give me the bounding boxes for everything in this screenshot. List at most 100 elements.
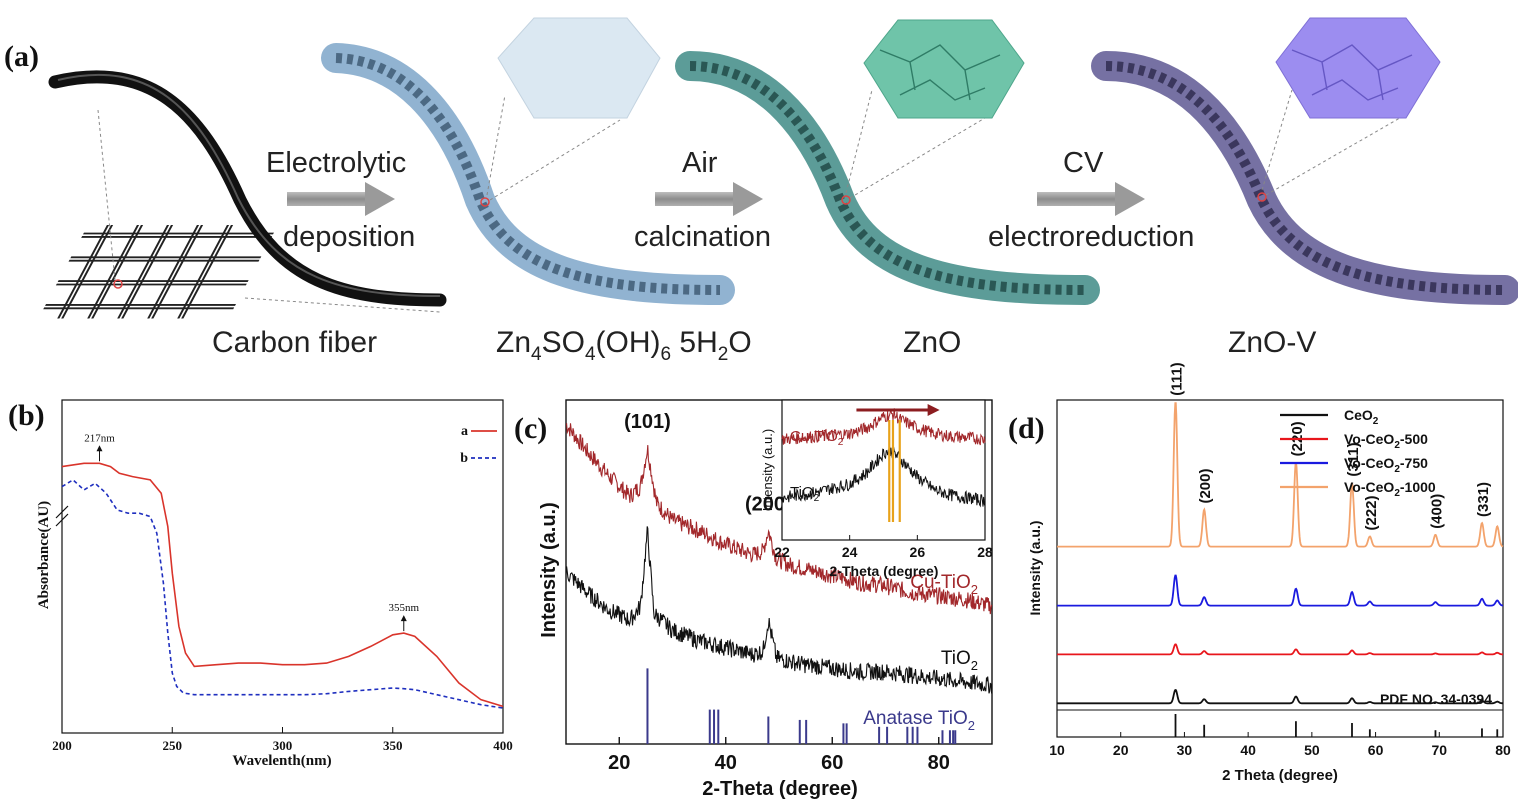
carbon-fiber-label: Carbon fiber <box>212 326 377 359</box>
panel-c-series-cu-tio2 <box>565 423 993 615</box>
inset-x-tick-label: 22 <box>774 544 790 560</box>
panel-b-annotation-arrowhead <box>400 615 407 622</box>
znov-coated-fiber-texture <box>1105 61 1506 295</box>
panel-b-label: (b) <box>8 399 45 432</box>
panel-b-axis-break <box>55 505 69 527</box>
panel-d-legend: CeO2 Vo-CeO2-500 Vo-CeO2-750 Vo-CeO2-1000 <box>1280 407 1436 499</box>
panel-d-series-1 <box>1057 643 1503 656</box>
panel-d-x-tick-label: 20 <box>1113 742 1129 758</box>
panel-d-peak-label: (331) <box>1475 482 1492 517</box>
inset-x-ticks: 22 24 26 28 <box>774 535 993 560</box>
panel-d-x-tick-label: 40 <box>1240 742 1256 758</box>
panel-b-x-tick-label: 350 <box>383 738 403 753</box>
panel-c-peak-label: (101) <box>624 411 671 433</box>
panel-c-label: (c) <box>514 412 547 445</box>
step3-line2: electroreduction <box>988 221 1194 253</box>
panel-b-annotation-arrowhead <box>96 445 103 452</box>
zhs-formula-label: Zn4SO4(OH)6 5H2O <box>496 326 752 365</box>
panel-d-peak-labels: (111)(200)(220)(311)(222) (400) (331) <box>1169 362 1492 530</box>
inset-x-tick-label: 28 <box>977 544 993 560</box>
step2-line1: Air <box>682 147 718 179</box>
inset-markers: Cu-TiO2 TiO2 <box>790 404 940 522</box>
panel-c-series <box>565 423 993 694</box>
zoom-guide <box>849 114 991 199</box>
panel-d-peak-label: (222) <box>1363 495 1380 530</box>
inset-x-tick-label: 24 <box>842 544 858 560</box>
inset-x-axis-label: 2-Theta (degree) <box>830 563 939 579</box>
panel-d-reference-lines <box>1174 714 1499 737</box>
process-arrow-1 <box>287 182 395 216</box>
zoom-guide <box>845 89 873 194</box>
panel-c-peak-label: (200) <box>745 494 792 516</box>
panel-d-reference-label: PDF NO. 34-0394 <box>1380 691 1492 707</box>
carbon-fiber-highlight <box>57 73 441 297</box>
panel-c-labels: (101) (200) Cu-TiO2 TiO2 Anatase TiO2 <box>624 411 978 733</box>
zhs-highlight <box>480 197 490 207</box>
panel-c-inset: 22 24 26 28 Cu-TiO2 TiO2 2-Theta (degree) In… <box>760 399 993 579</box>
panel-d-series <box>1057 402 1504 705</box>
zno-label: ZnO <box>903 326 961 359</box>
panel-b-legend: ab <box>460 424 497 466</box>
panel-c-series-label: Cu-TiO2 <box>910 572 978 597</box>
panel-c: (c) 20 40 60 80 (101) (200) Cu-TiO2 TiO2 Anatas… <box>514 399 993 800</box>
inset-plot-frame <box>781 399 986 541</box>
panel-c-x-tick-label: 20 <box>608 752 630 774</box>
panel-d-peak-label: (400) <box>1428 494 1445 529</box>
panel-d-x-axis-label: 2 Theta (degree) <box>1222 767 1338 784</box>
panel-d: (d) 10 20 30 40 50 60 70 80 (111)(200)(220)(311… <box>1008 362 1511 784</box>
zoom-guide <box>97 109 116 281</box>
panel-d-legend-label: Vo-CeO2-500 <box>1344 431 1428 451</box>
panel-d-x-tick-label: 80 <box>1495 742 1511 758</box>
panel-b-series-b <box>61 478 504 709</box>
inset-series-label: Cu-TiO2 <box>790 428 844 448</box>
carbon-grid-highlight <box>113 279 123 289</box>
panel-c-y-axis-label: Intensity (a.u.) <box>538 502 560 638</box>
panel-b: (b) 200 250 300 350 400 217nm 355nm ab Wavele… <box>8 399 513 769</box>
zoom-guide <box>489 119 621 201</box>
panel-b-plot-frame <box>61 399 504 734</box>
znov-hexagon-cracks <box>1291 44 1413 101</box>
zoom-guide <box>244 297 441 313</box>
step2-line2: calcination <box>634 221 771 253</box>
panel-d-x-tick-label: 70 <box>1431 742 1447 758</box>
inset-x-tick-label: 26 <box>910 544 926 560</box>
panel-d-plot-frame <box>1056 399 1504 738</box>
panel-c-series-label: TiO2 <box>941 648 978 673</box>
panel-b-series-a <box>61 462 504 708</box>
carbon-cloth-grid <box>43 225 274 319</box>
zhs-coated-fiber-texture <box>335 53 721 295</box>
panel-d-y-axis-label: Intensity (a.u.) <box>1027 521 1043 616</box>
panel-b-series <box>61 462 504 709</box>
panel-b-annotation-label: 355nm <box>388 602 419 614</box>
panel-d-legend-label: Vo-CeO2-1000 <box>1344 479 1436 499</box>
panel-b-annotations: 217nm 355nm <box>84 432 419 632</box>
panel-b-legend-label: b <box>460 451 468 466</box>
panel-b-legend-label: a <box>461 424 468 439</box>
panel-c-x-axis-label: 2-Theta (degree) <box>702 778 858 800</box>
step3-line1: CV <box>1063 147 1104 179</box>
panel-d-series-0 <box>1057 689 1503 705</box>
panel-d-x-tick-label: 30 <box>1177 742 1193 758</box>
step1-line2: deposition <box>283 221 415 253</box>
panel-a-label: (a) <box>4 40 39 73</box>
panel-d-peak-label: (111) <box>1169 362 1186 395</box>
panel-b-x-tick-label: 200 <box>52 738 72 753</box>
panel-c-series-tio2 <box>565 526 993 694</box>
znov-hexagon <box>1275 17 1441 119</box>
panel-d-x-ticks: 10 20 30 40 50 60 70 80 <box>1049 732 1511 758</box>
panel-d-series-3 <box>1057 402 1504 548</box>
zoom-guide <box>1265 114 1406 196</box>
znov-highlight <box>1257 192 1267 202</box>
panel-b-x-tick-label: 300 <box>273 738 293 753</box>
step1-line1: Electrolytic <box>266 147 406 179</box>
zno-hexagon-cracks <box>879 44 1001 101</box>
zoom-guide <box>486 94 506 196</box>
zhs-hexagon <box>497 17 661 119</box>
panel-c-x-ticks: 20 40 60 80 <box>608 737 950 774</box>
panel-b-annotation-label: 217nm <box>84 432 115 444</box>
panel-c-x-tick-label: 60 <box>821 752 843 774</box>
panel-a: (a) Carbon fiber Electroly <box>4 17 1518 365</box>
panel-c-reference-label: Anatase TiO2 <box>863 708 975 733</box>
zno-coated-fiber-texture <box>689 61 1086 295</box>
